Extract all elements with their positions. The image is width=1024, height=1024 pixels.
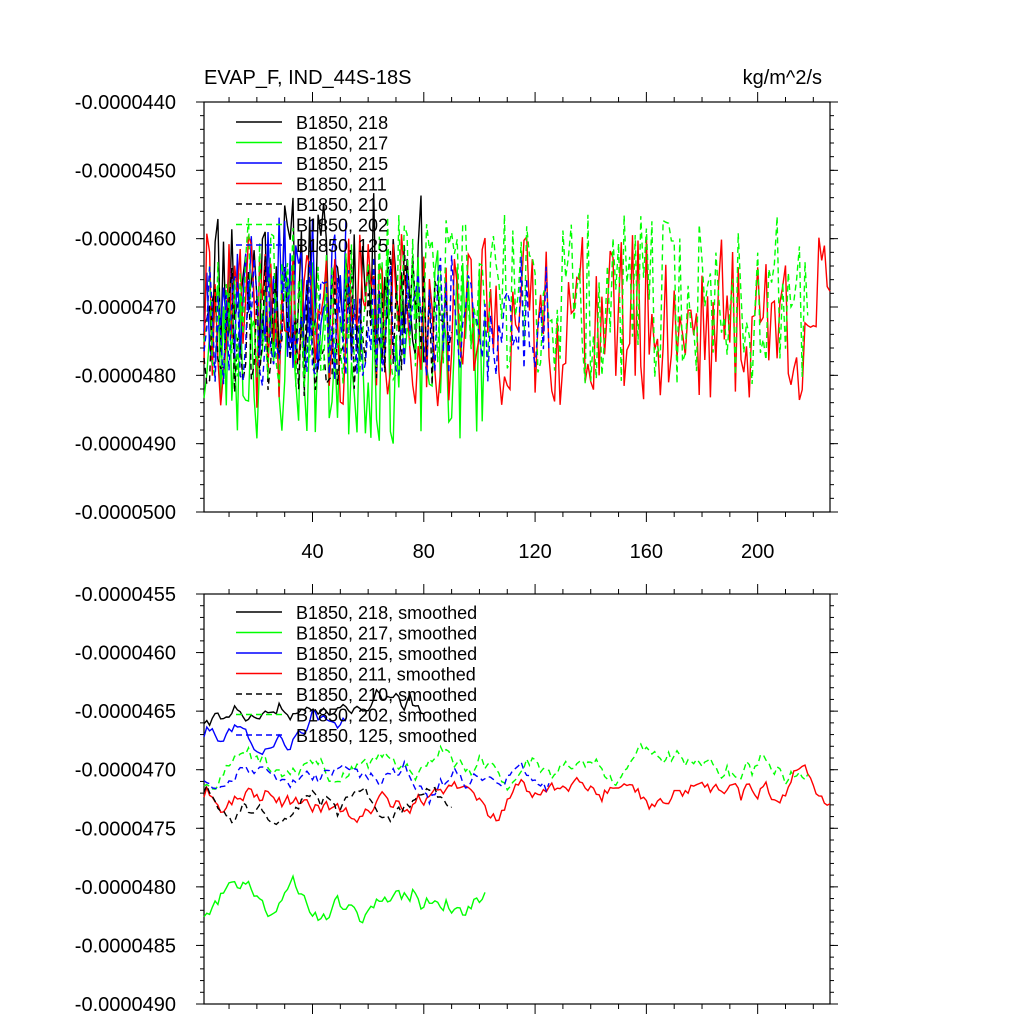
legend-label: B1850, 210 <box>296 195 388 215</box>
bottom-series-lines <box>203 688 831 924</box>
series-line <box>203 255 550 386</box>
bottom-plot-frame <box>203 593 831 1005</box>
top-series-lines <box>203 193 831 444</box>
y-tick-label: -0.0000485 <box>75 935 176 957</box>
legend-label: B1850, 217 <box>296 134 388 154</box>
legend-label: B1850, 202 <box>296 216 388 236</box>
x-tick-label: 200 <box>741 541 774 563</box>
bottom-y-axis: -0.0000455 -0.0000460 -0.0000465 -0.0000470… <box>75 584 838 1016</box>
legend-label: B1850, 210, smoothed <box>296 685 477 705</box>
legend-label: B1850, 125, smoothed <box>296 726 477 746</box>
y-tick-label: -0.0000455 <box>75 584 176 606</box>
y-tick-label: -0.0000460 <box>75 643 176 665</box>
bottom-panel: -0.0000455 -0.0000460 -0.0000465 -0.0000470… <box>75 584 838 1016</box>
legend-label: B1850, 211, smoothed <box>296 665 476 685</box>
bottom-x-axis <box>228 584 814 1014</box>
series-line <box>203 245 453 397</box>
x-tick-label: 40 <box>301 541 323 563</box>
series-line <box>203 708 347 756</box>
y-tick-label: -0.0000440 <box>75 92 176 114</box>
y-tick-label: -0.0000450 <box>75 160 176 182</box>
legend-label: B1850, 211 <box>296 175 387 195</box>
y-tick-label: -0.0000480 <box>75 877 176 899</box>
y-tick-label: -0.0000500 <box>75 502 176 524</box>
series-line <box>203 873 486 924</box>
series-line <box>203 233 831 408</box>
y-tick-label: -0.0000490 <box>75 434 176 456</box>
top-x-axis: 40 80 120 160 200 <box>228 92 814 563</box>
legend-label: B1850, 215 <box>296 154 388 174</box>
legend-label: B1850, 215, smoothed <box>296 644 477 664</box>
y-tick-label: -0.0000490 <box>75 994 176 1016</box>
series-line <box>203 783 452 826</box>
legend-label: B1850, 217, smoothed <box>296 624 477 644</box>
y-tick-label: -0.0000465 <box>75 701 176 723</box>
x-tick-label: 120 <box>518 541 551 563</box>
y-tick-label: -0.0000475 <box>75 818 176 840</box>
legend-label: B1850, 202, smoothed <box>296 706 477 726</box>
series-line <box>203 759 550 806</box>
y-tick-label: -0.0000460 <box>75 229 176 251</box>
top-panel-units: kg/m^2/s <box>743 67 822 89</box>
x-tick-label: 160 <box>630 541 663 563</box>
top-y-axis: -0.0000440 -0.0000450 -0.0000460 -0.0000470… <box>75 92 838 524</box>
legend-label: B1850, 218, smoothed <box>296 603 477 623</box>
y-tick-label: -0.0000470 <box>75 760 176 782</box>
y-tick-label: -0.0000470 <box>75 297 176 319</box>
series-line <box>203 764 831 824</box>
x-tick-label: 80 <box>413 541 435 563</box>
legend-label: B1850, 125 <box>296 236 388 256</box>
top-panel-title: EVAP_F, IND_44S-18S <box>204 67 412 89</box>
top-panel: EVAP_F, IND_44S-18S kg/m^2/s -0.0000440-… <box>75 67 838 563</box>
series-line <box>203 214 809 388</box>
y-tick-label: -0.0000480 <box>75 365 176 387</box>
legend-label: B1850, 218 <box>296 113 388 133</box>
series-line <box>203 742 809 792</box>
